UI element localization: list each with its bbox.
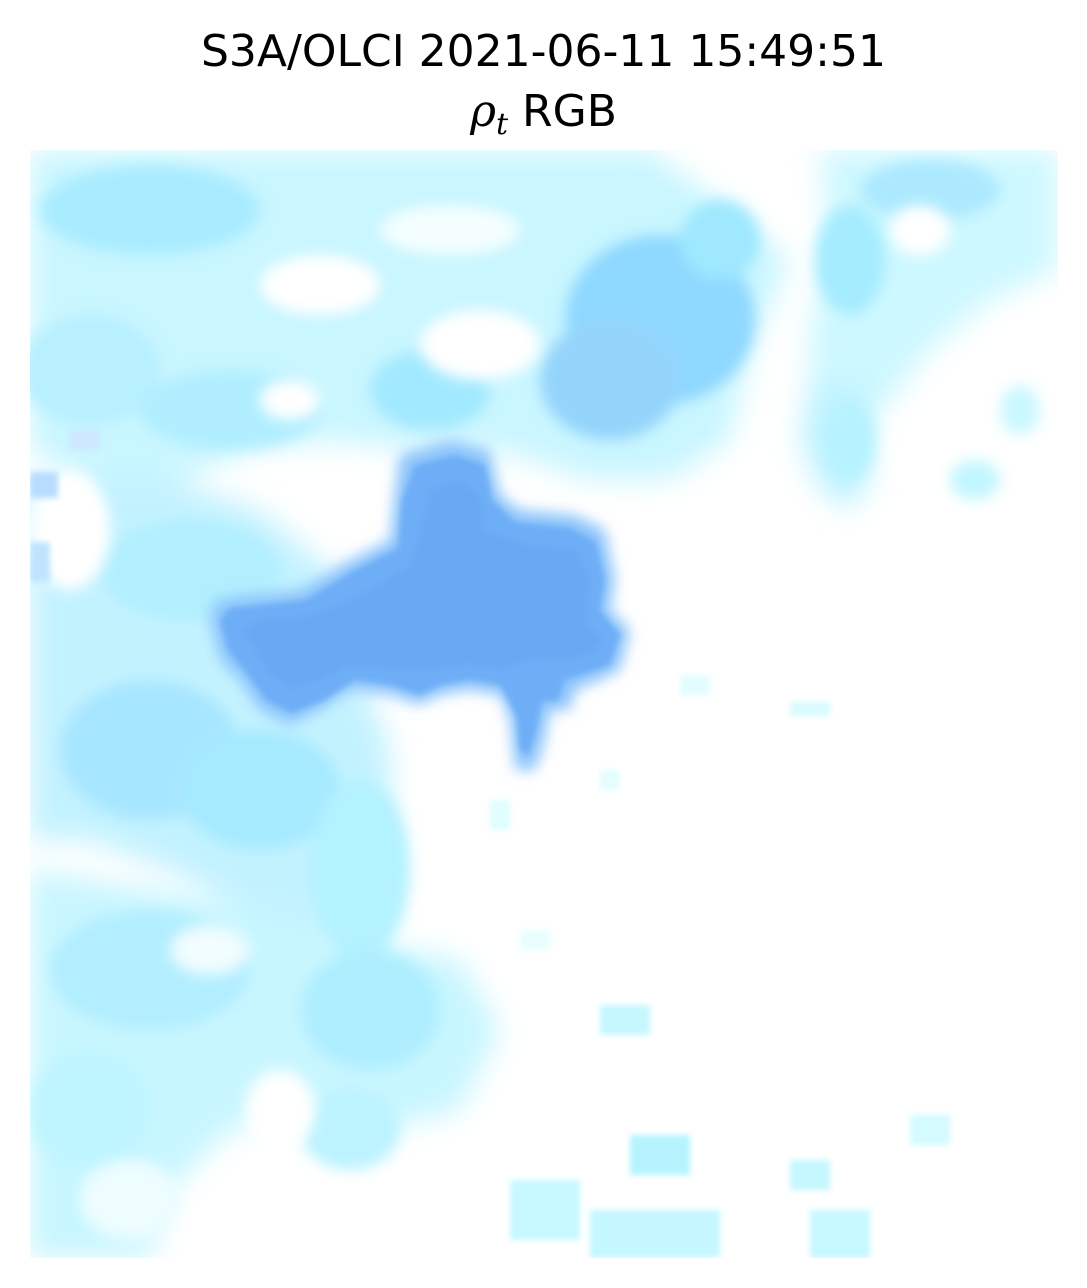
- cyan-patch: [540, 320, 680, 440]
- rho-subscript: t: [495, 107, 509, 142]
- cloud-gap: [245, 1070, 315, 1150]
- satellite-image: [30, 150, 1058, 1258]
- cyan-patch: [300, 950, 440, 1070]
- cloud-gap: [80, 1160, 180, 1240]
- reflectance-rgb-image: [30, 150, 1058, 1258]
- fleck: [790, 702, 830, 716]
- cloud-gap: [260, 380, 320, 420]
- cloud-gap: [260, 255, 380, 315]
- cyan-patch: [40, 165, 260, 255]
- fleck: [30, 472, 58, 498]
- rgb-label: RGB: [508, 86, 617, 137]
- cyan-patch: [300, 1090, 400, 1170]
- cyan-patches: [30, 160, 1040, 1170]
- fleck: [490, 800, 510, 830]
- fleck: [910, 1115, 950, 1145]
- cloud-gap: [890, 205, 950, 255]
- cloud-gap: [170, 925, 250, 975]
- cyan-patch: [860, 160, 1000, 220]
- cloud-gap: [420, 310, 540, 380]
- cyan-patch: [30, 1050, 150, 1170]
- fleck: [70, 430, 100, 450]
- cloud-gap: [380, 205, 520, 255]
- fleck: [600, 770, 620, 790]
- rho-symbol: ρ: [470, 86, 496, 137]
- cyan-patch: [30, 315, 160, 425]
- cyan-patch: [680, 200, 760, 280]
- cyan-patch: [950, 460, 1000, 500]
- figure-title: S3A/OLCI 2021-06-11 15:49:51: [0, 27, 1087, 77]
- title-text: S3A/OLCI 2021-06-11 15:49:51: [201, 26, 886, 77]
- cyan-patch: [180, 730, 340, 850]
- fleck: [790, 1160, 830, 1190]
- fleck: [680, 675, 710, 695]
- cyan-patch: [1000, 385, 1040, 435]
- water-body: [210, 440, 630, 770]
- fleck: [30, 542, 50, 582]
- cyan-patch: [815, 205, 885, 315]
- fleck: [600, 1005, 650, 1035]
- fleck: [810, 1210, 870, 1258]
- fleck: [630, 1135, 690, 1175]
- fleck: [590, 1210, 720, 1258]
- figure-subtitle: ρt RGB: [0, 87, 1087, 150]
- cyan-patch: [100, 520, 280, 620]
- cyan-patch: [310, 780, 410, 960]
- cyan-patch: [825, 400, 875, 480]
- fleck: [520, 930, 550, 950]
- water-body-deep: [242, 480, 605, 690]
- scattered-flecks: [30, 430, 950, 1258]
- fleck: [510, 1180, 580, 1240]
